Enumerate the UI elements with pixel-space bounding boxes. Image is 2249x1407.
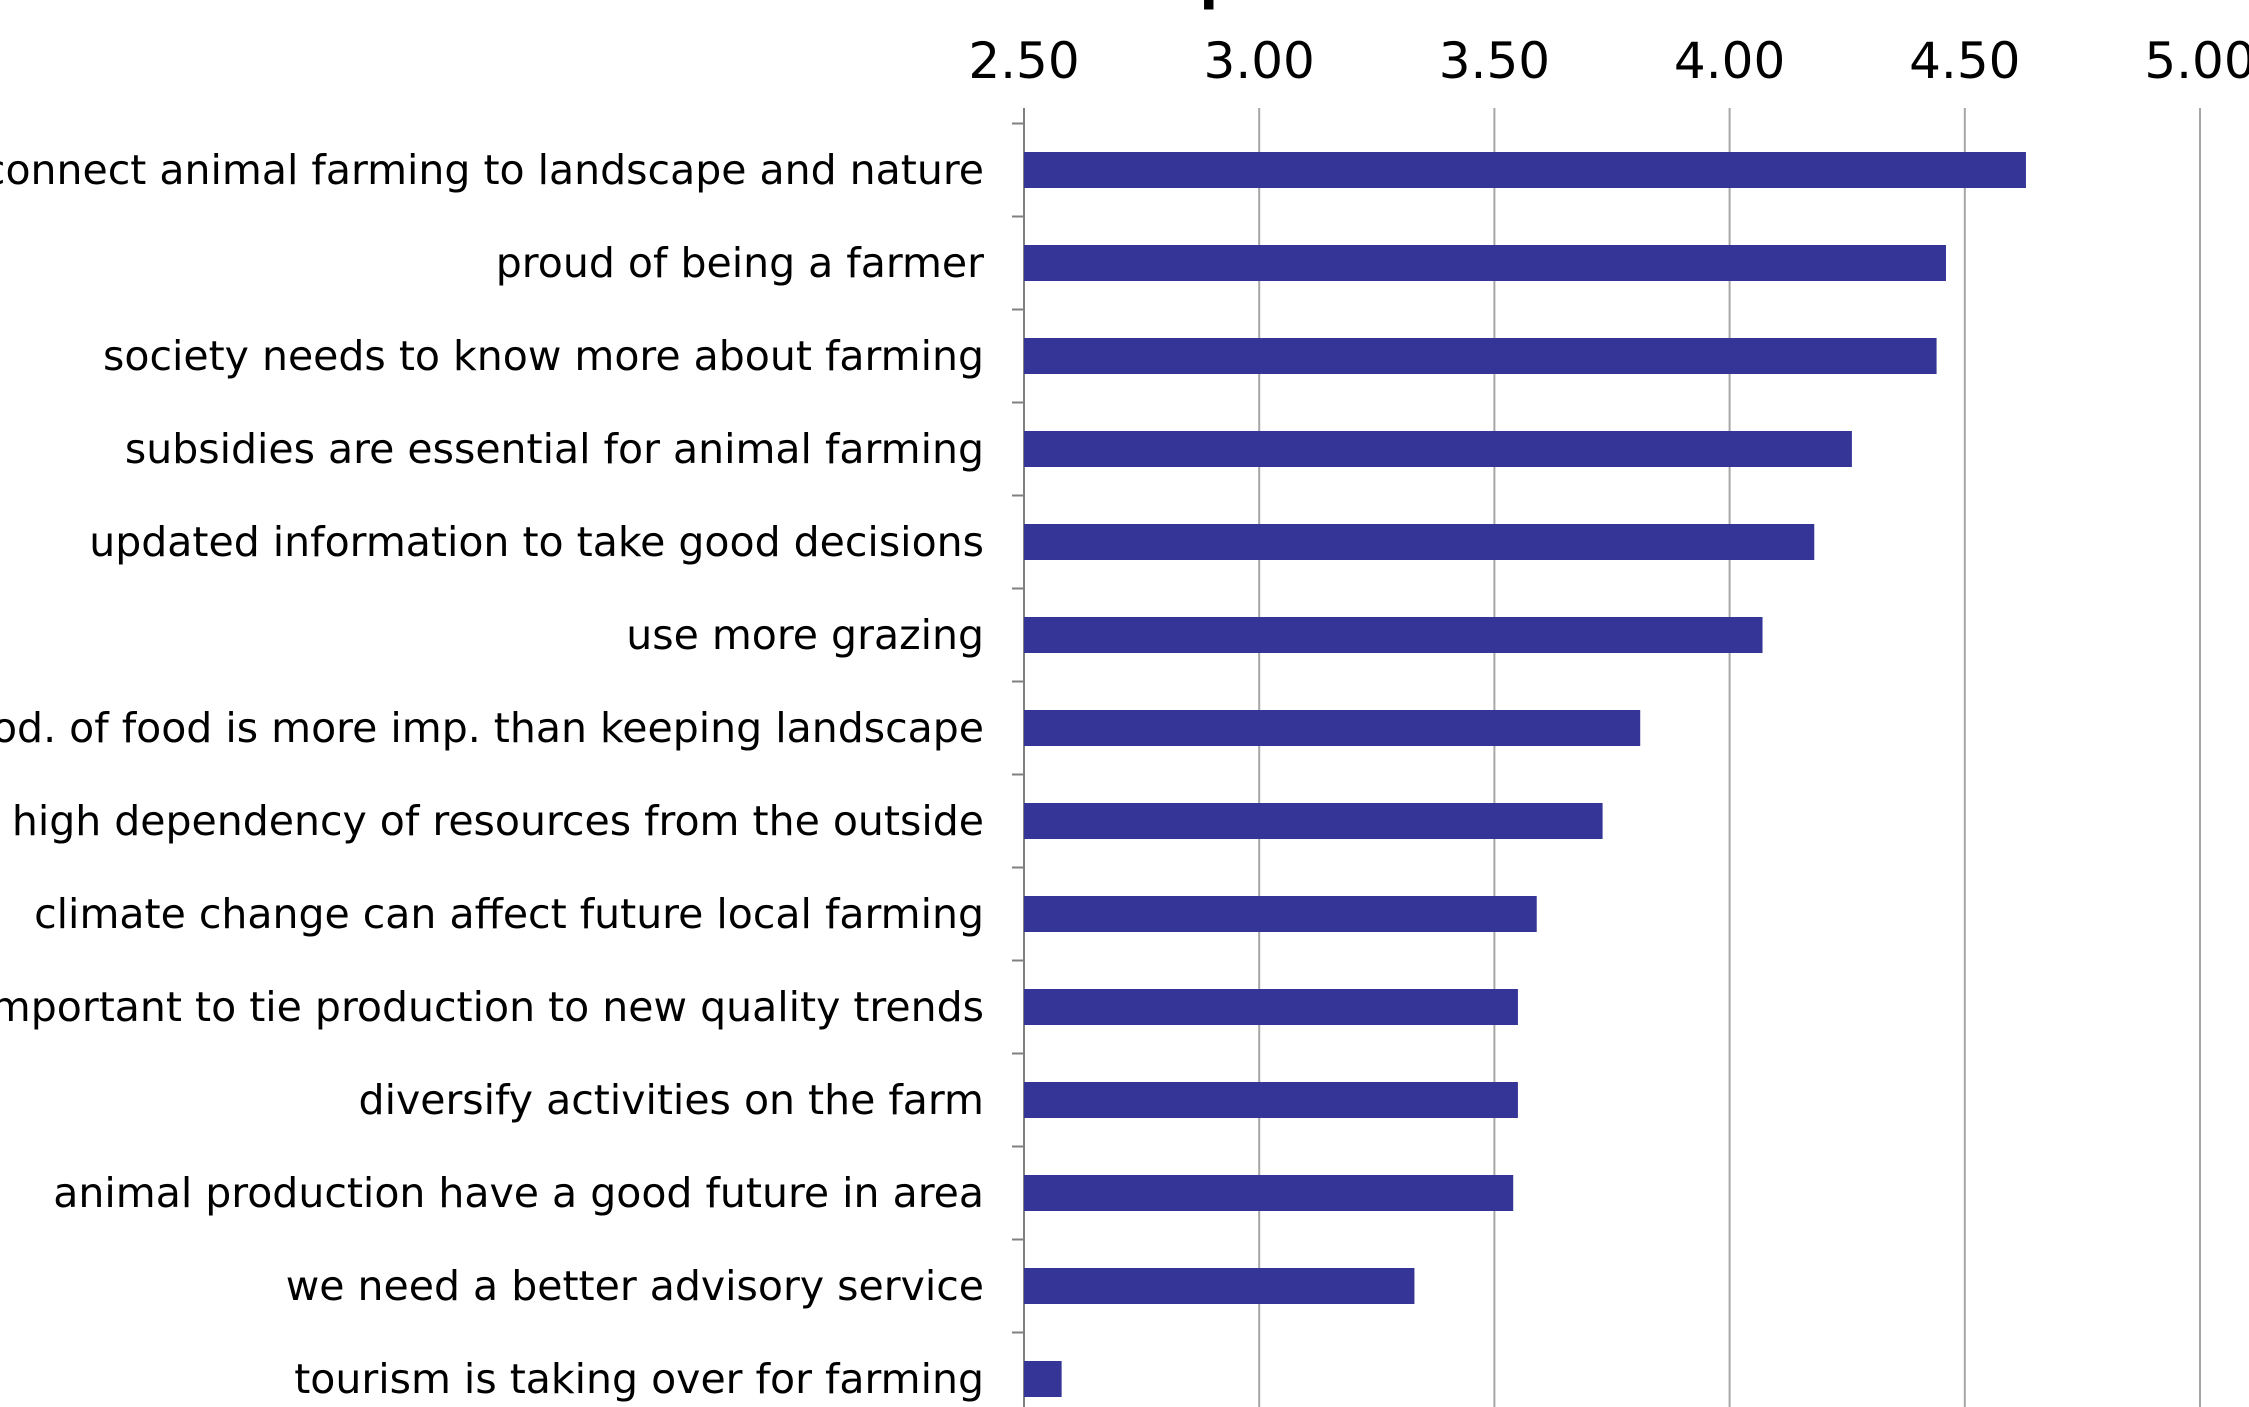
category-label: climate change can affect future local f…	[34, 890, 984, 938]
grid-layer	[1023, 108, 2201, 1407]
chart-title: Farmers' opinions	[879, 0, 1422, 11]
bar-series	[1024, 152, 2026, 1397]
category-label: prod. of food is more imp. than keeping …	[0, 704, 984, 752]
bar	[1024, 896, 1537, 932]
bar	[1024, 245, 1946, 281]
bar	[1024, 710, 1641, 746]
bar	[1024, 1268, 1415, 1304]
y-axis	[1012, 108, 1025, 1407]
bar	[1024, 431, 1852, 467]
category-label: high dependency of resources from the ou…	[12, 797, 984, 845]
bar	[1024, 1361, 1062, 1397]
bar	[1024, 1175, 1514, 1211]
category-label: subsidies are essential for animal farmi…	[125, 425, 984, 473]
bar	[1024, 803, 1603, 839]
bar	[1024, 524, 1815, 560]
x-tick-label: 5.00	[2144, 32, 2249, 90]
x-tick-label: 3.50	[1439, 32, 1550, 90]
bar	[1024, 338, 1937, 374]
bar	[1024, 989, 1518, 1025]
category-label: connect animal farming to landscape and …	[0, 146, 984, 194]
category-label: animal production have a good future in …	[53, 1169, 984, 1217]
x-tick-label: 3.00	[1204, 32, 1315, 90]
category-label: important to tie production to new quali…	[0, 983, 984, 1031]
bar	[1024, 617, 1763, 653]
category-label: updated information to take good decisio…	[89, 518, 984, 566]
x-tick-labels: 2.50 3.00 3.50 4.00 4.50 5.00	[968, 32, 2249, 90]
category-label: tourism is taking over for farming	[294, 1355, 984, 1403]
category-labels: connect animal farming to landscape and …	[0, 146, 984, 1403]
bar	[1024, 152, 2026, 188]
category-label: proud of being a farmer	[496, 239, 984, 287]
x-tick-label: 4.50	[1909, 32, 2020, 90]
category-label: society needs to know more about farming	[103, 332, 984, 380]
category-label: diversify activities on the farm	[359, 1076, 984, 1124]
bar	[1024, 1082, 1518, 1118]
category-label: use more grazing	[626, 611, 984, 659]
x-tick-label: 4.00	[1674, 32, 1785, 90]
x-tick-label: 2.50	[968, 32, 1079, 90]
category-label: we need a better advisory service	[286, 1262, 984, 1310]
